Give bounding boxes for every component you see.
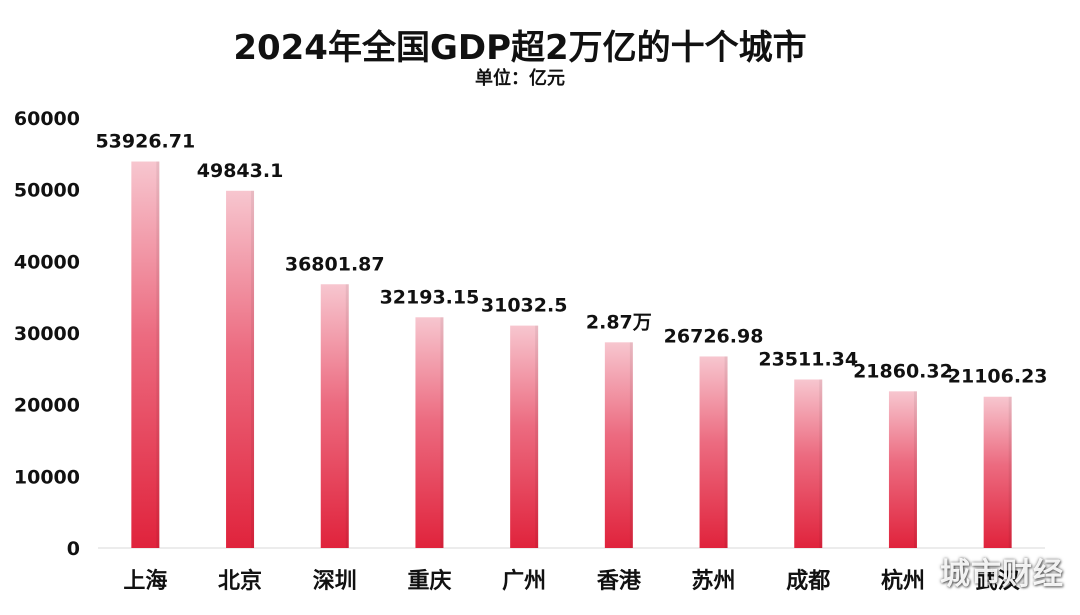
y-tick-label: 60000 (14, 108, 80, 130)
data-label-7: 23511.34 (758, 349, 858, 371)
x-tick-label-4: 广州 (502, 568, 546, 594)
bar-8 (888, 391, 917, 548)
x-tick-label-8: 杭州 (881, 568, 925, 594)
bar-shade-6 (724, 356, 728, 548)
bar-1 (226, 190, 255, 548)
bar-3 (415, 317, 444, 548)
data-label-0: 53926.71 (95, 131, 195, 153)
y-tick-label: 40000 (14, 251, 80, 273)
data-label-1: 49843.1 (197, 160, 284, 182)
y-tick-label: 0 (67, 538, 80, 560)
data-label-3: 32193.15 (380, 286, 480, 308)
x-tick-label-5: 香港 (597, 569, 642, 594)
bar-9 (983, 396, 1012, 548)
x-tick-label-7: 成都 (786, 569, 830, 594)
bar-shade-8 (913, 391, 917, 548)
data-label-2: 36801.87 (285, 253, 385, 275)
bar-shade-1 (251, 190, 255, 548)
bar-shade-2 (345, 284, 349, 548)
bar-5 (604, 342, 633, 548)
bar-shade-4 (535, 325, 539, 548)
x-tick-label-9: 武汉 (976, 569, 1021, 594)
y-tick-label: 50000 (14, 180, 80, 202)
bar-shade-3 (440, 317, 444, 548)
y-tick-label: 20000 (14, 395, 80, 417)
bar-6 (699, 356, 728, 548)
y-tick-label: 30000 (14, 323, 80, 345)
y-tick-label: 10000 (14, 466, 80, 488)
bar-shade-7 (819, 379, 823, 548)
watermark: 城市财经 (940, 557, 1064, 592)
x-tick-label-0: 上海 (123, 568, 167, 594)
bar-4 (510, 325, 539, 548)
chart-unit: 单位：亿元 (475, 68, 565, 89)
x-tick-label-1: 北京 (218, 568, 262, 594)
bar-7 (794, 379, 823, 548)
x-tick-label-3: 重庆 (407, 568, 451, 594)
data-label-8: 21860.32 (853, 360, 953, 382)
bar-shade-9 (1008, 396, 1012, 548)
x-tick-label-2: 深圳 (313, 569, 357, 594)
data-label-9: 21106.23 (948, 366, 1048, 388)
bar-shade-0 (156, 161, 160, 548)
data-label-5: 2.87万 (586, 311, 652, 333)
data-label-4: 31032.5 (481, 295, 568, 317)
chart-title: 2024年全国GDP超2万亿的十个城市 (233, 28, 807, 68)
x-tick-label-6: 苏州 (692, 568, 736, 594)
bar-0 (131, 161, 160, 548)
bar-2 (320, 284, 349, 548)
bar-shade-5 (629, 342, 633, 548)
data-label-6: 26726.98 (664, 325, 764, 347)
